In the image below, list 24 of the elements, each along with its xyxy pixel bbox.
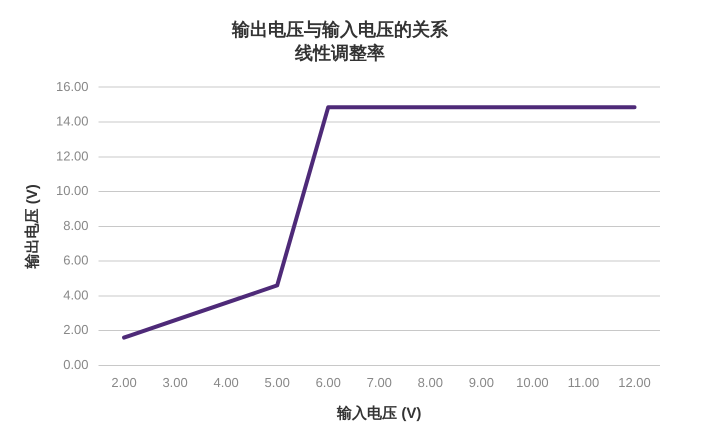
- y-tick-label: 10.00: [56, 183, 89, 198]
- y-tick-label: 12.00: [56, 148, 89, 164]
- chart-subtitle: 线性调整率: [294, 43, 385, 64]
- x-tick-label: 8.00: [418, 374, 443, 390]
- y-tick-label: 4.00: [63, 287, 89, 302]
- x-tick-label: 5.00: [264, 374, 290, 390]
- x-tick-label: 7.00: [366, 374, 392, 390]
- x-tick-label: 10.00: [516, 374, 549, 390]
- x-tick-label: 12.00: [618, 374, 651, 390]
- y-tick-label: 14.00: [56, 114, 89, 129]
- y-tick-label: 8.00: [63, 218, 89, 233]
- y-tick-label: 16.00: [56, 78, 89, 94]
- x-tick-label: 2.00: [111, 374, 137, 390]
- x-tick-label: 4.00: [213, 374, 239, 390]
- y-tick-label: 2.00: [63, 322, 89, 338]
- x-tick-label: 11.00: [568, 374, 600, 390]
- y-tick-label: 0.00: [63, 356, 89, 372]
- x-tick-label: 9.00: [468, 374, 494, 390]
- x-tick-label: 3.00: [162, 374, 188, 390]
- y-tick-label: 6.00: [63, 252, 89, 268]
- y-axis-title: 输出电压 (V): [24, 184, 42, 270]
- chart-title: 输出电压与输入电压的关系: [231, 19, 449, 40]
- x-axis-title: 输入电压 (V): [336, 405, 422, 422]
- x-tick-label: 6.00: [316, 374, 341, 390]
